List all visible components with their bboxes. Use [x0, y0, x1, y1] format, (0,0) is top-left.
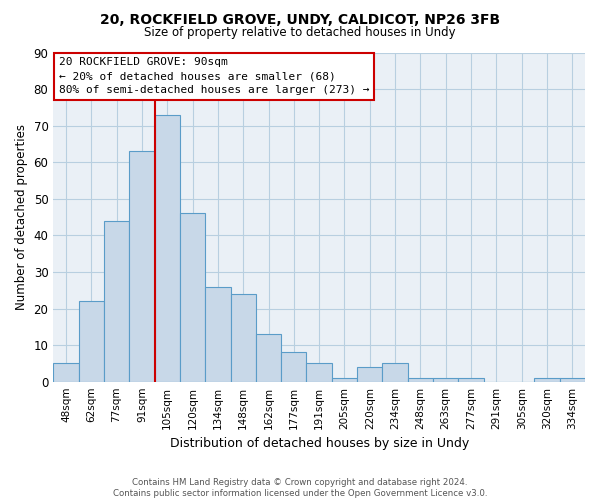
- Text: 20, ROCKFIELD GROVE, UNDY, CALDICOT, NP26 3FB: 20, ROCKFIELD GROVE, UNDY, CALDICOT, NP2…: [100, 12, 500, 26]
- Text: Size of property relative to detached houses in Undy: Size of property relative to detached ho…: [144, 26, 456, 39]
- Bar: [180, 214, 205, 382]
- Bar: [433, 378, 458, 382]
- Bar: [458, 378, 484, 382]
- Bar: [104, 220, 129, 382]
- Bar: [332, 378, 357, 382]
- Bar: [281, 352, 307, 382]
- Bar: [53, 364, 79, 382]
- Bar: [129, 152, 155, 382]
- Bar: [382, 364, 408, 382]
- Text: 20 ROCKFIELD GROVE: 90sqm
← 20% of detached houses are smaller (68)
80% of semi-: 20 ROCKFIELD GROVE: 90sqm ← 20% of detac…: [59, 58, 369, 96]
- Y-axis label: Number of detached properties: Number of detached properties: [15, 124, 28, 310]
- Bar: [230, 294, 256, 382]
- Bar: [357, 367, 382, 382]
- Bar: [155, 114, 180, 382]
- Bar: [205, 286, 230, 382]
- Bar: [79, 301, 104, 382]
- X-axis label: Distribution of detached houses by size in Undy: Distribution of detached houses by size …: [170, 437, 469, 450]
- Bar: [408, 378, 433, 382]
- Bar: [307, 364, 332, 382]
- Text: Contains HM Land Registry data © Crown copyright and database right 2024.
Contai: Contains HM Land Registry data © Crown c…: [113, 478, 487, 498]
- Bar: [256, 334, 281, 382]
- Bar: [535, 378, 560, 382]
- Bar: [560, 378, 585, 382]
